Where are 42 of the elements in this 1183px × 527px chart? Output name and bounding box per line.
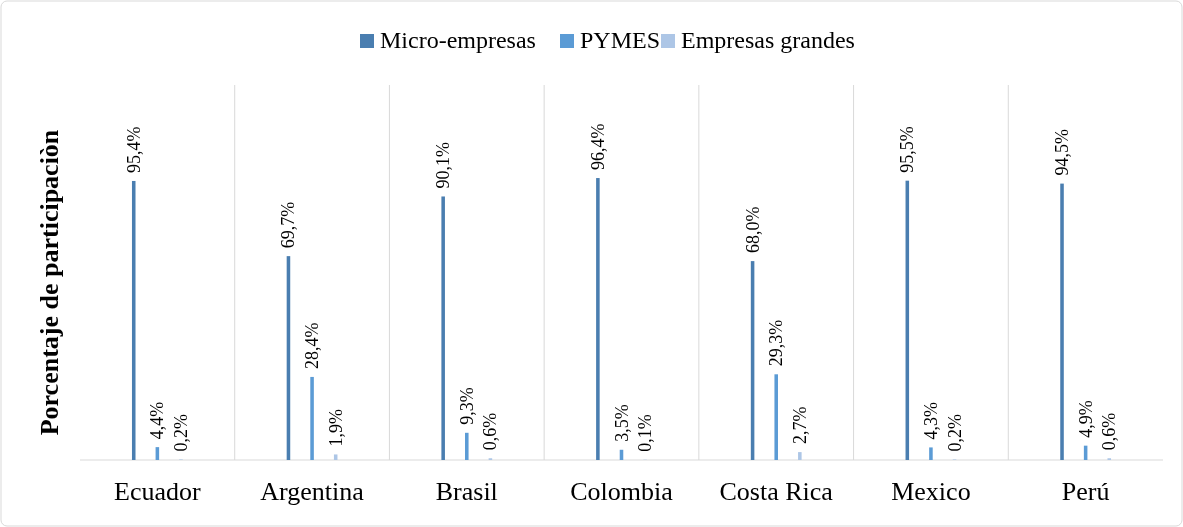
bar bbox=[798, 452, 802, 460]
x-tick-label: Colombia bbox=[570, 477, 674, 506]
bar bbox=[596, 178, 600, 460]
data-label: 96,4% bbox=[587, 123, 608, 171]
x-tick-label: Argentina bbox=[260, 477, 365, 506]
bar bbox=[333, 454, 338, 460]
bar bbox=[465, 432, 469, 460]
bar bbox=[131, 180, 136, 460]
bar bbox=[1060, 183, 1064, 460]
data-label: 29,3% bbox=[766, 319, 787, 367]
data-label: 0,6% bbox=[480, 412, 501, 451]
bar bbox=[441, 196, 445, 460]
data-label: 90,1% bbox=[433, 141, 454, 189]
data-label: 1,9% bbox=[325, 408, 346, 447]
x-tick-label: Brasil bbox=[435, 477, 498, 506]
data-label: 3,5% bbox=[611, 404, 632, 442]
x-tick-label: Costa Rica bbox=[719, 477, 834, 506]
data-label: 68,0% bbox=[742, 206, 763, 254]
data-label: 28,4% bbox=[302, 322, 323, 369]
x-tick-label: Perú bbox=[1061, 477, 1110, 506]
data-label: 4,9% bbox=[1075, 400, 1096, 438]
x-tick-label: Ecuador bbox=[114, 477, 202, 506]
data-label: 9,3% bbox=[456, 387, 477, 425]
bar bbox=[310, 376, 314, 460]
x-tick-label: Mexico bbox=[891, 477, 971, 506]
data-label: 4,3% bbox=[920, 401, 941, 440]
data-label: 4,4% bbox=[147, 401, 168, 440]
data-label: 2,7% bbox=[789, 406, 810, 445]
legend-label: Empresas grandes bbox=[681, 27, 855, 53]
bar bbox=[929, 447, 933, 460]
data-label: 69,7% bbox=[278, 201, 299, 249]
data-label: 0,2% bbox=[944, 413, 965, 452]
data-label: 0,6% bbox=[1099, 412, 1120, 451]
data-label: 94,5% bbox=[1052, 129, 1073, 176]
legend-label: Micro-empresas bbox=[380, 27, 536, 53]
data-label: 0,2% bbox=[170, 413, 191, 452]
data-label: 0,1% bbox=[635, 414, 656, 452]
y-axis-title: Porcentaje de participaciòn bbox=[35, 129, 64, 436]
legend-label: PYMES bbox=[580, 27, 661, 53]
data-label: 95,5% bbox=[897, 126, 918, 173]
bar bbox=[774, 374, 778, 460]
data-label: 95,4% bbox=[123, 126, 144, 173]
